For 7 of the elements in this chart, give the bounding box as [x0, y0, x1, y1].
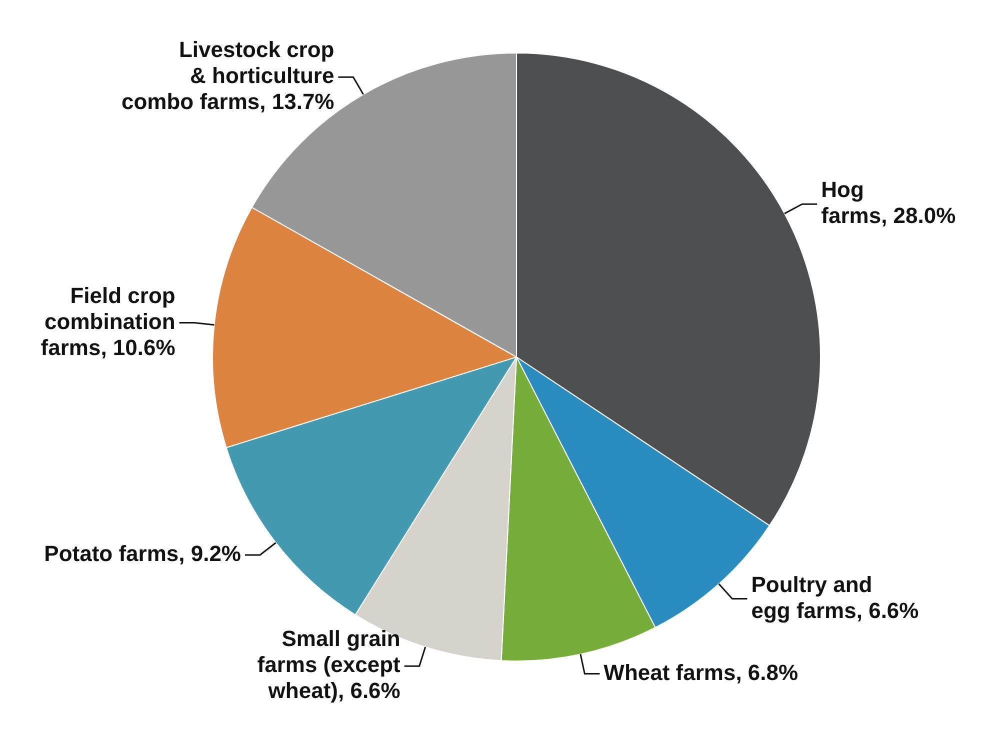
slice-label: Hog farms, 28.0% [821, 177, 956, 228]
slice-label: Potato farms, 9.2% [44, 541, 241, 566]
slice-label: Small grain farms (except wheat), 6.6% [257, 626, 402, 704]
slice-label: Wheat farms, 6.8% [604, 660, 798, 685]
slice-label: Poultry and egg farms, 6.6% [751, 572, 919, 623]
slice-label: Field crop combination farms, 10.6% [40, 282, 176, 360]
slice-label: Livestock crop & horticulture combo farms, 13.7% [121, 37, 334, 114]
